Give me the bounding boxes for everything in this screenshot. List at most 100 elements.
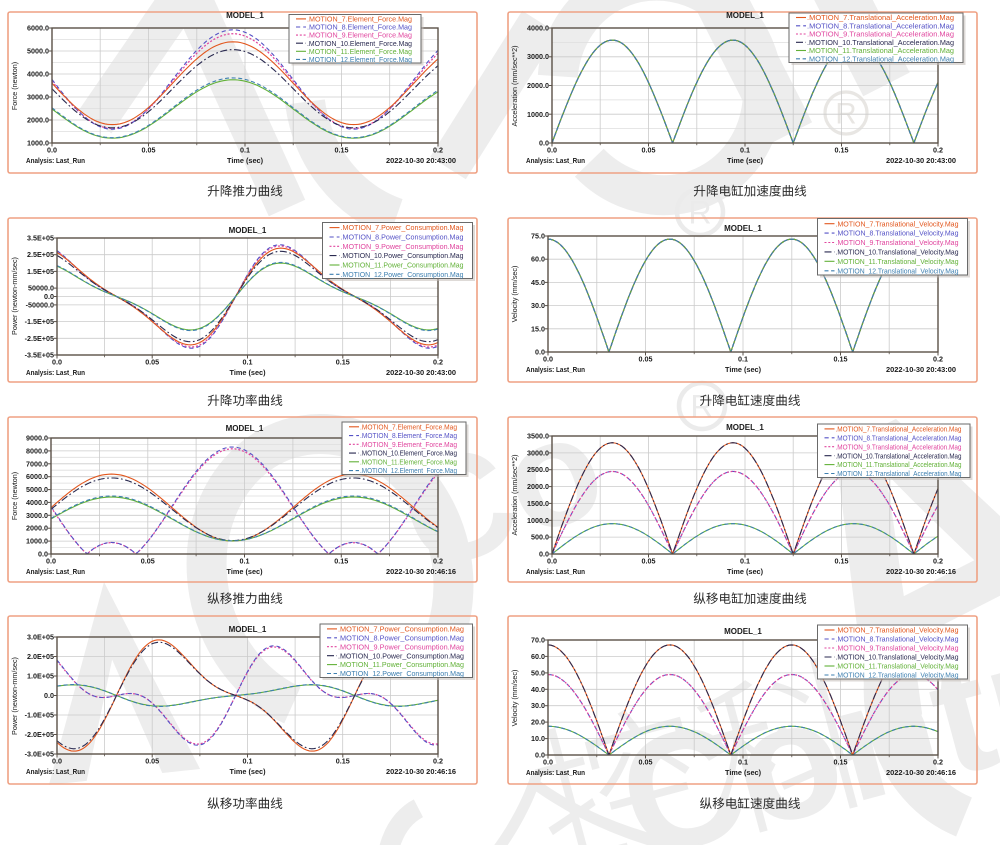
svg-text:50000.0: 50000.0: [28, 284, 54, 293]
svg-text:70.0: 70.0: [531, 636, 545, 645]
svg-text:Acceleration (mm/sec**2): Acceleration (mm/sec**2): [510, 454, 519, 535]
svg-text:0.05: 0.05: [639, 355, 653, 364]
svg-text:6000.0: 6000.0: [27, 24, 49, 33]
svg-text:0.1: 0.1: [243, 358, 253, 367]
svg-text:3.5E+05: 3.5E+05: [27, 234, 54, 243]
svg-text:45.0: 45.0: [531, 278, 545, 287]
svg-text:6000.0: 6000.0: [26, 472, 48, 481]
svg-text:4000.0: 4000.0: [26, 498, 48, 507]
svg-text:Time (sec): Time (sec): [725, 367, 761, 374]
svg-text:.MOTION_11.Element_Force.Mag: .MOTION_11.Element_Force.Mag: [360, 457, 457, 466]
svg-text:0.05: 0.05: [141, 557, 155, 566]
svg-text:15.0: 15.0: [531, 324, 545, 333]
svg-text:.MOTION_8.Power_Consumption.Ma: .MOTION_8.Power_Consumption.Mag: [338, 633, 464, 642]
svg-text:.MOTION_11.Translational_Veloc: .MOTION_11.Translational_Velocity.Mag: [836, 257, 959, 266]
svg-text:-1.0E+05: -1.0E+05: [25, 711, 54, 720]
svg-text:.MOTION_8.Translational_Veloci: .MOTION_8.Translational_Velocity.Mag: [836, 635, 959, 644]
svg-text:0.0: 0.0: [44, 691, 54, 700]
svg-text:0.0: 0.0: [535, 348, 545, 357]
svg-text:Power (newton-mm/sec): Power (newton-mm/sec): [10, 657, 19, 735]
svg-text:MODEL_1: MODEL_1: [724, 224, 762, 233]
svg-text:Analysis: Last_Run: Analysis: Last_Run: [26, 769, 85, 776]
svg-text:.MOTION_7.Power_Consumption.Ma: .MOTION_7.Power_Consumption.Mag: [341, 223, 464, 232]
svg-text:0.15: 0.15: [834, 758, 848, 767]
svg-text:.MOTION_8.Power_Consumption.Ma: .MOTION_8.Power_Consumption.Mag: [341, 233, 464, 242]
svg-text:MODEL_1: MODEL_1: [226, 424, 264, 433]
svg-text:.MOTION_9.Translational_Accele: .MOTION_9.Translational_Acceleration.Mag: [836, 442, 962, 451]
svg-text:-2.5E+05: -2.5E+05: [25, 334, 54, 343]
svg-text:.MOTION_12.Element_Force.Mag: .MOTION_12.Element_Force.Mag: [360, 466, 457, 475]
svg-text:2500.0: 2500.0: [527, 465, 549, 474]
svg-text:.MOTION_7.Translational_Veloci: .MOTION_7.Translational_Velocity.Mag: [836, 219, 959, 228]
svg-text:5000.0: 5000.0: [27, 47, 49, 56]
svg-text:0.1: 0.1: [240, 557, 250, 566]
svg-text:MODEL_1: MODEL_1: [229, 625, 267, 634]
svg-text:.MOTION_8.Translational_Veloci: .MOTION_8.Translational_Velocity.Mag: [836, 229, 959, 238]
svg-text:.MOTION_9.Translational_Accele: .MOTION_9.Translational_Acceleration.Mag: [807, 30, 954, 39]
svg-text:0.1: 0.1: [243, 757, 253, 766]
svg-text:1000.0: 1000.0: [26, 537, 48, 546]
svg-text:0.0: 0.0: [539, 550, 549, 559]
svg-text:0.2: 0.2: [933, 355, 943, 364]
svg-text:2022-10-30 20:43:00: 2022-10-30 20:43:00: [886, 158, 956, 165]
svg-text:Time (sec): Time (sec): [725, 770, 761, 777]
svg-text:Velocity (mm/sec): Velocity (mm/sec): [510, 266, 519, 323]
svg-text:0.0: 0.0: [47, 146, 57, 155]
svg-text:Time (sec): Time (sec): [230, 769, 266, 776]
svg-text:7000.0: 7000.0: [26, 459, 48, 468]
svg-text:0.15: 0.15: [835, 146, 849, 155]
svg-text:Analysis: Last_Run: Analysis: Last_Run: [526, 569, 585, 576]
svg-text:-3.0E+05: -3.0E+05: [25, 750, 54, 759]
svg-text:0.1: 0.1: [740, 146, 750, 155]
svg-text:2022-10-30 20:46:16: 2022-10-30 20:46:16: [886, 770, 956, 777]
svg-text:0.15: 0.15: [335, 146, 349, 155]
svg-text:.MOTION_12.Power_Consumption.M: .MOTION_12.Power_Consumption.Mag: [338, 669, 464, 678]
svg-text:20.0: 20.0: [531, 718, 545, 727]
svg-text:.MOTION_7.Translational_Accele: .MOTION_7.Translational_Acceleration.Mag: [807, 13, 954, 22]
svg-text:0.2: 0.2: [933, 758, 943, 767]
svg-text:1500.0: 1500.0: [527, 499, 549, 508]
svg-text:2022-10-30 20:46:16: 2022-10-30 20:46:16: [386, 569, 456, 576]
svg-text:.MOTION_11.Translational_Veloc: .MOTION_11.Translational_Velocity.Mag: [836, 662, 959, 671]
svg-text:0.15: 0.15: [835, 557, 849, 566]
svg-text:.MOTION_10.Translational_Veloc: .MOTION_10.Translational_Velocity.Mag: [836, 653, 959, 662]
svg-text:40.0: 40.0: [531, 685, 545, 694]
svg-text:.MOTION_8.Translational_Accele: .MOTION_8.Translational_Acceleration.Mag: [807, 21, 954, 30]
svg-text:MODEL_1: MODEL_1: [229, 226, 267, 235]
svg-text:MODEL_1: MODEL_1: [726, 11, 764, 20]
svg-text:.MOTION_10.Power_Consumption.M: .MOTION_10.Power_Consumption.Mag: [341, 251, 464, 260]
svg-text:0.1: 0.1: [738, 758, 748, 767]
svg-text:.MOTION_8.Element_Force.Mag: .MOTION_8.Element_Force.Mag: [307, 23, 412, 32]
svg-text:0.0: 0.0: [46, 557, 56, 566]
svg-text:0.05: 0.05: [142, 146, 156, 155]
svg-text:60.0: 60.0: [531, 255, 545, 264]
svg-text:30.0: 30.0: [531, 301, 545, 310]
svg-text:5000.0: 5000.0: [26, 485, 48, 494]
svg-text:.MOTION_10.Power_Consumption.M: .MOTION_10.Power_Consumption.Mag: [338, 651, 464, 660]
svg-text:0.0: 0.0: [535, 751, 545, 760]
svg-text:R: R: [688, 195, 711, 231]
svg-text:2022-10-30 20:46:16: 2022-10-30 20:46:16: [386, 769, 456, 776]
svg-text:0.2: 0.2: [433, 146, 443, 155]
svg-text:2022-10-30 20:43:00: 2022-10-30 20:43:00: [386, 158, 456, 165]
svg-text:3000.0: 3000.0: [527, 52, 549, 61]
svg-text:.MOTION_11.Translational_Accel: .MOTION_11.Translational_Acceleration.Ma…: [807, 46, 954, 55]
svg-text:60.0: 60.0: [531, 652, 545, 661]
svg-text:.MOTION_11.Translational_Accel: .MOTION_11.Translational_Acceleration.Ma…: [836, 460, 962, 469]
svg-text:0.05: 0.05: [639, 758, 653, 767]
svg-text:.MOTION_7.Element_Force.Mag: .MOTION_7.Element_Force.Mag: [360, 422, 457, 431]
svg-text:Analysis: Last_Run: Analysis: Last_Run: [526, 770, 585, 777]
svg-text:.MOTION_9.Power_Consumption.Ma: .MOTION_9.Power_Consumption.Mag: [341, 242, 464, 251]
svg-text:0.15: 0.15: [336, 757, 350, 766]
svg-text:3000.0: 3000.0: [527, 448, 549, 457]
svg-text:2.0E+05: 2.0E+05: [27, 652, 54, 661]
svg-text:.MOTION_7.Element_Force.Mag: .MOTION_7.Element_Force.Mag: [307, 15, 412, 24]
svg-text:MODEL_1: MODEL_1: [226, 11, 264, 20]
svg-text:0.15: 0.15: [336, 358, 350, 367]
svg-text:Analysis: Last_Run: Analysis: Last_Run: [26, 158, 85, 165]
svg-text:3500.0: 3500.0: [527, 432, 549, 441]
svg-text:.MOTION_8.Translational_Accele: .MOTION_8.Translational_Acceleration.Mag: [836, 433, 962, 442]
svg-text:2000.0: 2000.0: [27, 116, 49, 125]
svg-text:0.2: 0.2: [433, 757, 443, 766]
svg-text:0.1: 0.1: [738, 355, 748, 364]
